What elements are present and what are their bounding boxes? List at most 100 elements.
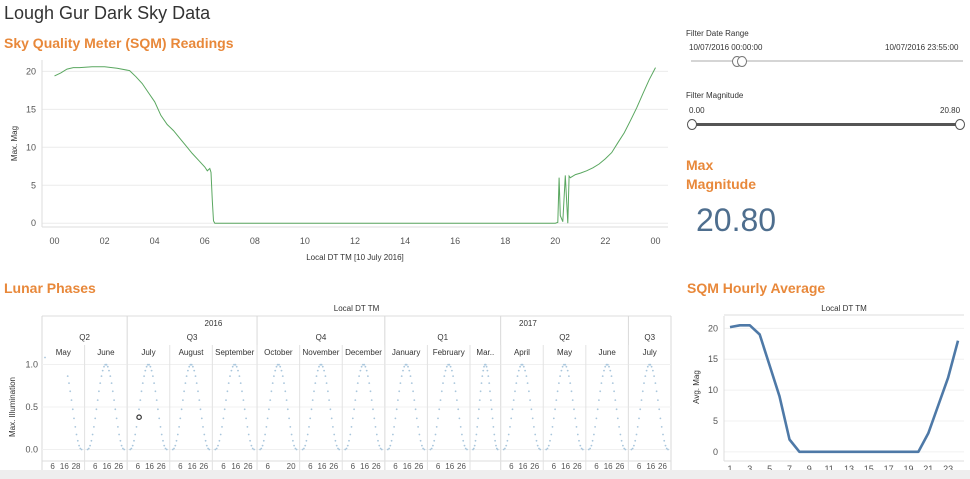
lunar-illumination-point bbox=[68, 382, 70, 384]
sqm-x-tick-label: 00 bbox=[650, 236, 660, 246]
lunar-illumination-point bbox=[486, 369, 489, 372]
lunar-illumination-point bbox=[117, 426, 119, 428]
lunar-illumination-point bbox=[571, 399, 574, 401]
lunar-illumination-point bbox=[367, 375, 369, 377]
bottom-scroll-bar[interactable] bbox=[0, 470, 970, 479]
lunar-illumination-point bbox=[644, 375, 647, 377]
lunar-illumination-point bbox=[74, 426, 77, 428]
lunar-illumination-point bbox=[251, 447, 254, 450]
lunar-illumination-point bbox=[519, 365, 521, 368]
lunar-day-tick-label: 26 bbox=[372, 462, 381, 470]
lunar-illumination-point bbox=[356, 382, 359, 384]
lunar-illumination-point bbox=[528, 390, 530, 393]
lunar-illumination-point bbox=[526, 382, 529, 384]
magnitude-min-handle[interactable] bbox=[687, 119, 697, 130]
lunar-illumination-point bbox=[509, 426, 511, 428]
lunar-illumination-point bbox=[473, 444, 476, 447]
lunar-illumination-point bbox=[318, 365, 320, 368]
lunar-illumination-point bbox=[264, 433, 266, 436]
lunar-illumination-point bbox=[507, 433, 510, 436]
lunar-y-axis-label: Max. Illumination bbox=[8, 377, 17, 437]
hourly-y-axis-label: Avg. Mag bbox=[692, 370, 701, 404]
lunar-illumination-point bbox=[443, 375, 446, 377]
lunar-illumination-point bbox=[641, 390, 644, 393]
lunar-illumination-point bbox=[306, 433, 309, 436]
hourly-series-line bbox=[729, 323, 960, 454]
lunar-illumination-point bbox=[76, 439, 79, 442]
lunar-illumination-point bbox=[241, 390, 243, 393]
hourly-x-tick-label: 9 bbox=[807, 464, 812, 470]
lunar-illumination-point bbox=[638, 417, 640, 420]
lunar-illumination-point bbox=[325, 382, 328, 384]
lunar-illumination-point bbox=[414, 408, 417, 411]
lunar-illumination-point bbox=[269, 399, 272, 401]
lunar-illumination-point bbox=[159, 426, 162, 428]
lunar-illumination-point bbox=[219, 433, 222, 436]
lunar-illumination-point bbox=[101, 369, 104, 372]
lunar-illumination-point bbox=[517, 369, 520, 372]
lunar-illumination-point bbox=[184, 382, 187, 384]
magnitude-slider-track[interactable] bbox=[692, 123, 960, 126]
lunar-illumination-point bbox=[397, 399, 399, 401]
lunar-y-tick-label: 0.5 bbox=[25, 402, 38, 412]
lunar-illumination-point bbox=[482, 369, 485, 372]
lunar-illumination-point bbox=[485, 365, 488, 368]
lunar-day-tick-label: 6 bbox=[637, 462, 642, 470]
lunar-illumination-point bbox=[217, 444, 219, 447]
lunar-illumination-point bbox=[354, 399, 357, 401]
lunar-day-tick-label: 6 bbox=[221, 462, 226, 470]
lunar-illumination-point bbox=[386, 448, 389, 451]
lunar-illumination-point bbox=[70, 399, 73, 401]
lunar-illumination-point bbox=[489, 390, 491, 393]
hourly-x-tick-label: 13 bbox=[844, 464, 854, 470]
lunar-illumination-point bbox=[576, 433, 579, 436]
lunar-day-tick-label: 26 bbox=[530, 462, 539, 470]
magnitude-max-handle[interactable] bbox=[955, 119, 965, 130]
lunar-day-tick-label: 26 bbox=[329, 462, 338, 470]
lunar-illumination-point bbox=[120, 444, 123, 447]
sqm-x-tick-label: 14 bbox=[400, 236, 410, 246]
lunar-illumination-point bbox=[459, 426, 462, 428]
lunar-illumination-point bbox=[393, 426, 395, 428]
lunar-illumination-point bbox=[504, 447, 506, 450]
lunar-illumination-point bbox=[392, 433, 394, 436]
lunar-illumination-point bbox=[438, 408, 441, 411]
lunar-illumination-point bbox=[94, 417, 97, 420]
lunar-illumination-point bbox=[533, 426, 535, 428]
lunar-illumination-point bbox=[502, 448, 505, 451]
date-range-end-handle[interactable] bbox=[737, 56, 747, 67]
lunar-illumination-point bbox=[335, 444, 338, 447]
lunar-illumination-point bbox=[273, 375, 275, 377]
dashboard-title: Lough Gur Dark Sky Data bbox=[4, 3, 211, 23]
lunar-illumination-point bbox=[598, 399, 600, 401]
lunar-illumination-point bbox=[555, 399, 558, 401]
lunar-illumination-point bbox=[491, 417, 494, 420]
lunar-illumination-point bbox=[403, 365, 406, 368]
lunar-illumination-point bbox=[595, 417, 598, 420]
lunar-month-label: July bbox=[141, 348, 155, 357]
lunar-illumination-point bbox=[146, 363, 149, 366]
lunar-illumination-point bbox=[152, 375, 154, 377]
lunar-illumination-point bbox=[310, 408, 313, 411]
lunar-illumination-point bbox=[185, 375, 188, 377]
lunar-illumination-point bbox=[380, 448, 383, 451]
lunar-day-tick-label: 16 bbox=[604, 462, 613, 470]
lunar-illumination-point bbox=[355, 390, 358, 393]
hourly-x-tick-label: 15 bbox=[864, 464, 874, 470]
lunar-illumination-point bbox=[140, 390, 143, 393]
lunar-illumination-point bbox=[225, 399, 227, 401]
lunar-illumination-point bbox=[223, 408, 226, 411]
lunar-day-tick-label: 6 bbox=[393, 462, 398, 470]
lunar-illumination-point bbox=[454, 390, 457, 393]
lunar-illumination-point bbox=[109, 375, 112, 377]
lunar-illumination-point bbox=[640, 399, 643, 401]
lunar-day-tick-label: 6 bbox=[436, 462, 441, 470]
lunar-illumination-point bbox=[665, 447, 668, 450]
lunar-illumination-point bbox=[433, 439, 436, 442]
hourly-y-tick-label: 15 bbox=[708, 354, 718, 364]
date-range-slider-track[interactable] bbox=[691, 60, 963, 62]
lunar-illumination-point bbox=[634, 439, 637, 442]
lunar-illumination-point bbox=[413, 399, 416, 401]
lunar-illumination-point bbox=[198, 399, 201, 401]
